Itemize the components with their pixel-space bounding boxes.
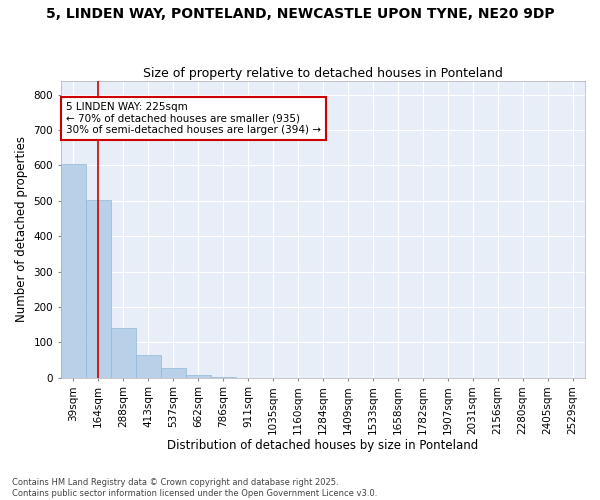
Bar bbox=[86, 200, 111, 378]
Title: Size of property relative to detached houses in Ponteland: Size of property relative to detached ho… bbox=[143, 66, 503, 80]
Bar bbox=[111, 328, 136, 378]
Bar bbox=[185, 374, 211, 378]
Text: Contains HM Land Registry data © Crown copyright and database right 2025.
Contai: Contains HM Land Registry data © Crown c… bbox=[12, 478, 377, 498]
Bar bbox=[61, 164, 86, 378]
Bar bbox=[136, 356, 161, 378]
Text: 5, LINDEN WAY, PONTELAND, NEWCASTLE UPON TYNE, NE20 9DP: 5, LINDEN WAY, PONTELAND, NEWCASTLE UPON… bbox=[46, 8, 554, 22]
Bar bbox=[161, 368, 185, 378]
Y-axis label: Number of detached properties: Number of detached properties bbox=[15, 136, 28, 322]
X-axis label: Distribution of detached houses by size in Ponteland: Distribution of detached houses by size … bbox=[167, 440, 479, 452]
Text: 5 LINDEN WAY: 225sqm
← 70% of detached houses are smaller (935)
30% of semi-deta: 5 LINDEN WAY: 225sqm ← 70% of detached h… bbox=[66, 102, 321, 135]
